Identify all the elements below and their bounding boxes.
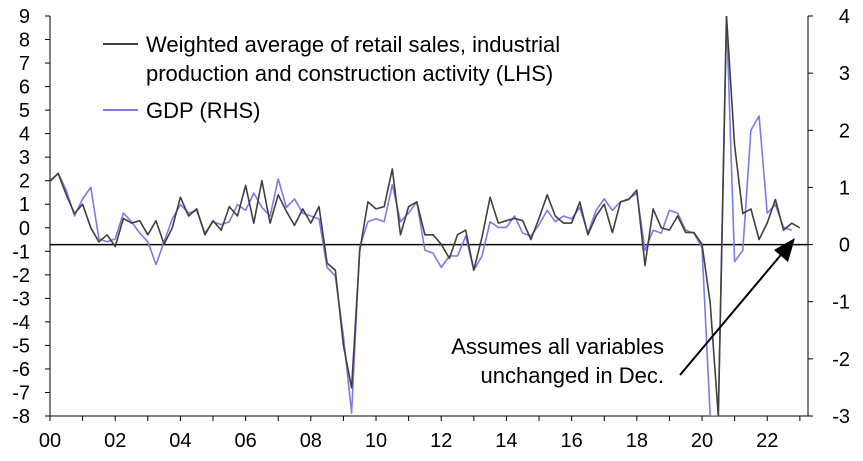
- y-right-tick-label: -2: [832, 349, 850, 371]
- y-left-tick-label: 9: [19, 6, 30, 28]
- y-left-tick-label: -5: [12, 335, 30, 357]
- y-left-tick-label: -8: [12, 406, 30, 428]
- y-left-tick-label: -4: [12, 312, 30, 334]
- x-tick-label: 14: [495, 430, 517, 452]
- y-left-tick-label: 8: [19, 30, 30, 52]
- series-line-gdp: [50, 16, 792, 416]
- y-left-tick-label: 5: [19, 100, 30, 122]
- x-tick-label: 02: [104, 430, 126, 452]
- y-right-tick-label: 2: [839, 120, 850, 142]
- legend-label-gdp: GDP (RHS): [146, 98, 261, 123]
- legend-label-activity-line-2: production and construction activity (LH…: [146, 61, 553, 86]
- legend-label-activity-line-1: Weighted average of retail sales, indust…: [146, 32, 560, 57]
- y-right-tick-label: 1: [839, 177, 850, 199]
- y-left-tick-label: -3: [12, 288, 30, 310]
- y-left-tick-label: 0: [19, 218, 30, 240]
- annotation-arrowhead: [774, 238, 795, 262]
- y-left-tick-label: 2: [19, 171, 30, 193]
- y-right-tick-label: 4: [839, 6, 850, 28]
- annotation: Assumes all variables unchanged in Dec.: [451, 238, 795, 388]
- x-tick-label: 08: [300, 430, 322, 452]
- x-tick-label: 12: [430, 430, 452, 452]
- y-left-tick-label: 4: [19, 124, 30, 146]
- y-left-tick-label: -7: [12, 382, 30, 404]
- y-left-tick-label: 7: [19, 53, 30, 75]
- plot-area: [50, 16, 801, 416]
- y-left-tick-label: 3: [19, 147, 30, 169]
- y-right-tick-label: 3: [839, 63, 850, 85]
- annotation-line-1: Assumes all variables: [451, 334, 664, 359]
- y-right-tick-label: -3: [832, 406, 850, 428]
- x-tick-label: 06: [234, 430, 256, 452]
- x-tick-label: 18: [626, 430, 648, 452]
- x-tick-label: 22: [756, 430, 778, 452]
- legend: Weighted average of retail sales, indust…: [103, 32, 560, 123]
- y-left-tick-label: 1: [19, 194, 30, 216]
- y-right-tick-label: 0: [839, 235, 850, 257]
- x-tick-label: 04: [169, 430, 191, 452]
- series-line-activity: [50, 16, 801, 416]
- x-tick-label: 20: [691, 430, 713, 452]
- x-tick-label: 16: [561, 430, 583, 452]
- annotation-line-2: unchanged in Dec.: [481, 363, 664, 388]
- y-left-tick-label: -6: [12, 359, 30, 381]
- x-tick-label: 10: [365, 430, 387, 452]
- y-left-tick-label: -2: [12, 265, 30, 287]
- y-left-tick-label: 6: [19, 77, 30, 99]
- y-left-tick-label: -1: [12, 241, 30, 263]
- annotation-arrow-shaft: [679, 249, 786, 376]
- x-tick-label: 00: [39, 430, 61, 452]
- y-right-tick-label: -1: [832, 292, 850, 314]
